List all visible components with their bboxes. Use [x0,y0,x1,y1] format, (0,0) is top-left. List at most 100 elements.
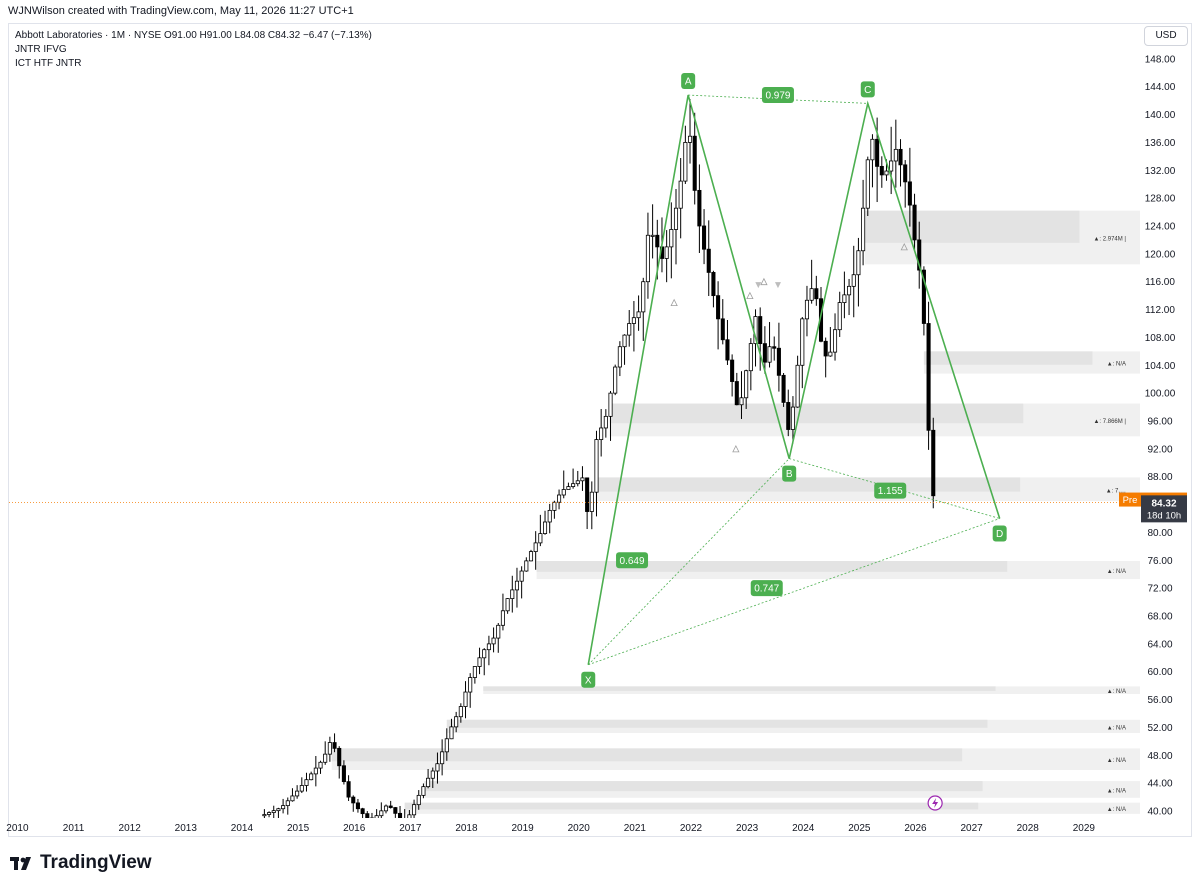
candle-body [697,189,702,227]
y-axis-tick-label: 64.00 [1147,639,1172,650]
candle-body [468,677,473,693]
y-axis-tick-label: 56.00 [1147,695,1172,706]
zone-label: ▲: N/A [1107,758,1126,764]
zone-core [404,802,979,810]
candle-body [875,138,880,167]
candle-body [650,234,655,237]
candle-body [304,779,309,786]
pattern-point-badge [992,525,1007,542]
candle-body [309,773,314,781]
pattern-point-badge [681,73,696,90]
top-bar: WJNWilson created with TradingView.com, … [0,0,1200,22]
y-axis-tick-label: 60.00 [1147,667,1172,678]
candle-body [617,346,622,368]
candle-body [327,742,332,755]
y-axis-tick-label: 144.00 [1145,82,1176,93]
candle-body [814,288,819,300]
candle-body [687,135,693,143]
pattern-ratio-badge [750,580,783,597]
symbol-ohlc-line[interactable]: Abbott Laboratories · 1M · NYSE O91.00 H… [15,30,372,41]
candle-body [538,533,543,544]
candle-body [444,738,449,753]
candle-body [369,817,375,818]
plot-area: ▲: 2.974M | ▲: N/A ▲: 7.866M | ▲: 7.… ▲: N/A… [262,94,1140,818]
candle-body [912,204,917,241]
candle-body [856,250,861,276]
candle-body [271,810,276,813]
indicator-ict-htf-jntr[interactable]: ICT HTF JNTR [15,58,82,69]
candle-body [776,347,781,376]
zone-core [424,781,983,792]
candle-body [730,359,735,382]
pre-market-tag [1119,492,1141,507]
currency-button[interactable]: USD [1144,26,1188,46]
signal-marker [774,282,781,289]
signal-marker [900,242,908,251]
x-axis-tick-label: 2020 [568,823,591,834]
zone-core [609,403,1024,424]
y-axis-tick-label: 124.00 [1145,221,1176,232]
y-axis-tick-label: 116.00 [1145,277,1175,288]
candle-body [739,397,744,406]
zone-core [331,748,963,762]
candle-body [435,763,440,772]
candle-body [800,318,805,366]
zone-label: ▲: N/A [1107,725,1126,731]
x-axis-tick-label: 2028 [1017,823,1040,834]
candle-body [702,225,707,250]
signal-marker [746,291,754,300]
x-axis-tick-label: 2024 [792,823,815,834]
candle-body [276,808,281,812]
x-axis-tick-label: 2025 [848,823,871,834]
candle-body [748,343,753,372]
candle-body [879,165,884,176]
candle-body [673,207,679,230]
candle-body [720,318,725,341]
x-axis-tick-label: 2029 [1073,823,1096,834]
y-axis-tick-label: 112.00 [1145,305,1175,316]
candle-body [926,323,931,431]
candle-body [725,339,730,361]
candle-body [458,706,463,718]
candle-body [762,343,767,363]
signal-marker [760,277,768,286]
candle-body [613,366,618,394]
pre-market-label: Pre [1123,495,1138,506]
candle-body [491,637,496,645]
candle-body [557,494,562,503]
candle-body [641,281,646,313]
candle-body [477,657,482,667]
candle-body [524,560,529,572]
candle-body [337,747,342,767]
candle-body [575,480,580,485]
candle-body [795,364,800,408]
candle-body [851,274,856,287]
pattern-point-label: C [864,85,871,96]
y-axis-tick-label: 136.00 [1145,138,1176,149]
x-axis-tick-label: 2018 [455,823,478,834]
candle-body [514,580,520,591]
candle-body [313,767,318,775]
indicator-jntr-ifvg[interactable]: JNTR IFVG [15,44,67,55]
candle-body [295,790,300,797]
pattern-ratio-label: 1.155 [878,486,903,497]
candle-body [889,160,894,172]
x-axis-tick-label: 2027 [960,823,983,834]
candle-body [547,509,552,523]
y-axis-tick-label: 48.00 [1147,751,1172,762]
candle-body [267,812,272,815]
pattern-point-badge [782,465,797,482]
pattern-ratio-label: 0.747 [754,584,779,595]
candle-body [716,295,721,320]
last-price-value: 84.32 [1151,498,1176,509]
candle-body [837,302,842,331]
candle-body [454,716,459,728]
candle-body [486,643,491,651]
y-axis-tick-label: 108.00 [1145,333,1176,344]
candle-body [430,770,435,779]
y-axis-tick-label: 96.00 [1147,417,1172,428]
candle-body [341,765,346,783]
y-axis-tick-label: 140.00 [1145,110,1176,121]
candle-body [374,815,379,818]
